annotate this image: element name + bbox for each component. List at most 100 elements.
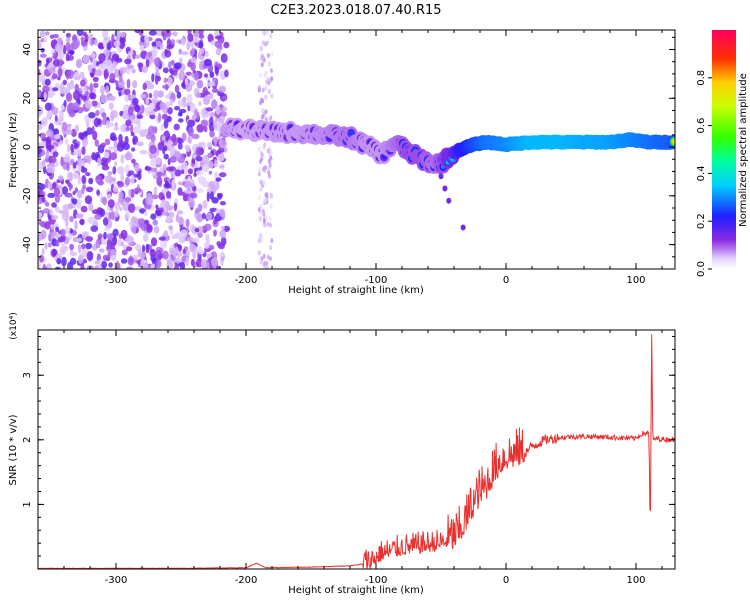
noise-cell	[126, 266, 134, 269]
noise-cell	[74, 220, 78, 231]
streak-cell	[261, 113, 265, 119]
noise-cell	[178, 118, 184, 123]
noise-cell	[170, 39, 176, 45]
noise-cell	[55, 240, 60, 247]
noise-cell	[200, 258, 208, 269]
noise-cell	[195, 146, 202, 157]
noise-cell	[91, 152, 97, 161]
noise-cell	[76, 198, 82, 209]
streak-cell	[264, 109, 268, 115]
noise-cell	[182, 96, 187, 103]
noise-cell	[46, 263, 52, 269]
streak-cell	[258, 215, 262, 221]
noise-cell	[174, 84, 180, 93]
noise-cell	[69, 184, 73, 189]
noise-cell	[215, 177, 222, 182]
noise-cell	[215, 77, 219, 87]
noise-cell	[88, 34, 92, 45]
streak-cell	[259, 187, 263, 192]
noise-cell	[165, 216, 172, 223]
noise-cell	[214, 159, 218, 165]
noise-cell	[142, 82, 148, 91]
noise-cell	[122, 142, 130, 150]
noise-cell	[101, 112, 107, 118]
noise-cell	[152, 219, 158, 226]
snr-x-tick-label: -300	[105, 575, 128, 586]
noise-cell	[121, 249, 128, 256]
noise-cell	[172, 249, 177, 258]
noise-cell	[76, 30, 84, 37]
noise-cell	[53, 187, 61, 197]
noise-cell	[47, 192, 56, 198]
noise-cell	[119, 206, 123, 211]
noise-cell	[52, 151, 59, 158]
noise-cell	[144, 166, 153, 171]
noise-cell	[144, 107, 150, 117]
noise-cell	[101, 161, 109, 167]
noise-cell	[128, 203, 136, 214]
streak-cell	[262, 253, 266, 259]
noise-cell	[101, 260, 108, 269]
noise-cell	[161, 211, 168, 216]
noise-cell	[65, 37, 71, 43]
noise-cell	[109, 132, 117, 141]
snr-y-tick-label: 3	[22, 372, 33, 378]
noise-cell	[177, 112, 183, 117]
colorbar-label: Normalized spectral amplitude	[738, 73, 749, 227]
noise-cell	[38, 260, 41, 269]
noise-cell	[111, 33, 115, 44]
noise-cell	[178, 70, 186, 81]
noise-cell	[52, 181, 57, 190]
noise-cell	[56, 258, 62, 265]
noise-cell	[69, 50, 75, 56]
noise-cell	[175, 257, 181, 264]
noise-cell	[112, 228, 119, 237]
noise-cell	[151, 73, 155, 83]
noise-cell	[166, 205, 174, 211]
streak-cell	[257, 207, 261, 213]
noise-cell	[164, 180, 170, 188]
noise-cell	[81, 146, 86, 156]
noise-cell	[56, 37, 63, 44]
noise-cell	[53, 33, 59, 39]
noise-cell	[57, 67, 63, 78]
noise-cell	[176, 210, 184, 215]
noise-cell	[100, 94, 108, 104]
noise-cell	[110, 254, 117, 262]
noise-cell	[196, 124, 205, 133]
noise-cell	[163, 30, 171, 37]
noise-cell	[94, 139, 100, 147]
noise-cell	[87, 216, 96, 224]
noise-cell	[53, 128, 60, 136]
noise-cell	[168, 225, 173, 230]
noise-cell	[38, 232, 42, 242]
noise-cell	[169, 156, 177, 163]
spectrogram-x-tick-label: -300	[105, 275, 128, 286]
streak-cell	[260, 152, 264, 158]
noise-cell	[193, 36, 200, 43]
streak-cell	[263, 142, 267, 148]
noise-cell	[131, 147, 136, 152]
noise-cell	[219, 251, 224, 257]
noise-cell	[218, 38, 225, 43]
noise-cell	[38, 40, 42, 50]
noise-cell	[51, 73, 58, 80]
noise-cell	[172, 70, 178, 76]
noise-cell	[111, 53, 119, 62]
noise-cell	[139, 44, 145, 52]
streak-cell	[265, 30, 269, 36]
streak-cell	[267, 80, 271, 86]
noise-cell	[202, 90, 211, 96]
noise-cell	[198, 41, 204, 49]
spectrogram-x-label: Height of straight line (km)	[288, 285, 424, 296]
noise-cell	[194, 228, 200, 233]
noise-cell	[94, 214, 102, 220]
noise-cell	[52, 87, 59, 92]
noise-cell	[154, 30, 163, 37]
noise-cell	[196, 79, 204, 89]
noise-cell	[170, 170, 176, 180]
noise-cell	[195, 155, 203, 162]
noise-cell	[194, 247, 198, 255]
noise-cell	[143, 128, 149, 134]
